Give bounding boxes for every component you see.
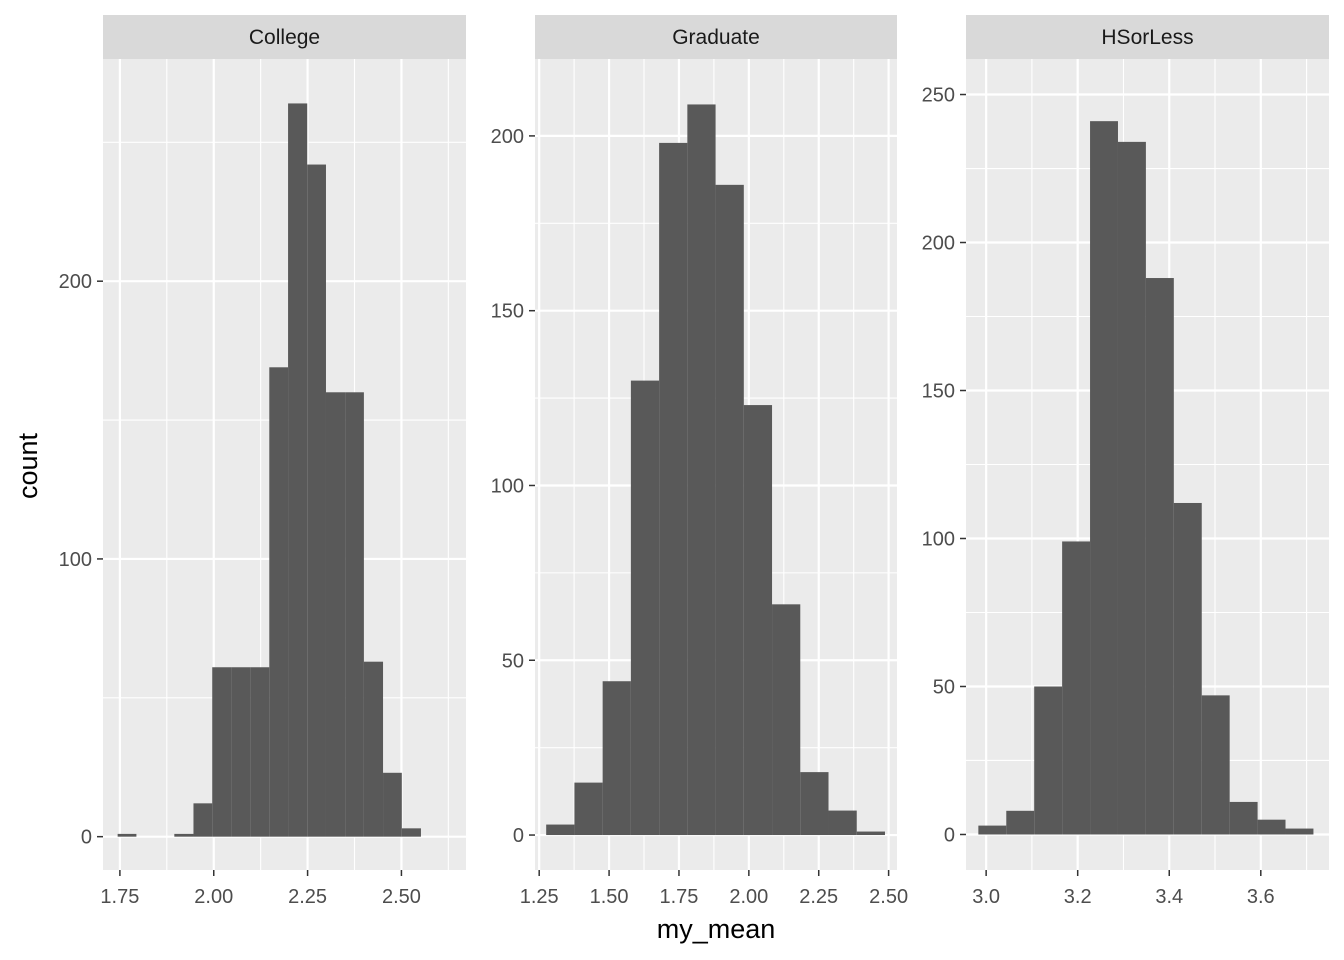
histogram-bar bbox=[546, 824, 575, 836]
histogram-bar bbox=[1006, 810, 1035, 835]
x-tick-label: 3.2 bbox=[1064, 886, 1092, 908]
histogram-bar bbox=[1173, 502, 1202, 835]
y-tick-label: 100 bbox=[922, 528, 955, 550]
histogram-bar bbox=[1117, 141, 1146, 835]
histogram-bar bbox=[687, 104, 716, 836]
y-tick-label: 150 bbox=[491, 301, 524, 323]
x-tick-label: 2.25 bbox=[799, 886, 838, 908]
histogram-bar bbox=[174, 833, 194, 837]
histogram-bar bbox=[715, 184, 744, 836]
facet-strip bbox=[103, 15, 466, 59]
histogram-bar bbox=[345, 392, 364, 837]
histogram-bar bbox=[325, 392, 346, 837]
histogram-bar bbox=[383, 772, 402, 837]
y-tick-label: 100 bbox=[491, 475, 524, 497]
histogram-bar bbox=[1201, 695, 1230, 835]
facet-strip-label: College bbox=[249, 26, 320, 49]
x-tick-label: 2.50 bbox=[382, 886, 421, 908]
y-tick-label: 150 bbox=[922, 381, 955, 403]
x-tick-label: 3.4 bbox=[1155, 886, 1183, 908]
y-tick-label: 200 bbox=[922, 233, 955, 255]
histogram-bar bbox=[659, 142, 688, 836]
y-tick-label: 200 bbox=[59, 271, 92, 293]
y-tick-label: 50 bbox=[502, 650, 524, 672]
y-tick-label: 250 bbox=[922, 85, 955, 107]
histogram-bar bbox=[117, 833, 137, 837]
histogram-bar bbox=[250, 667, 270, 837]
histogram-bar bbox=[288, 103, 308, 837]
histogram-bar bbox=[269, 367, 289, 837]
histogram-bar bbox=[401, 828, 421, 837]
histogram-bar bbox=[1034, 686, 1063, 835]
y-tick-label: 0 bbox=[81, 827, 92, 849]
facet-college: College 1.75 2.00 2.25 2.50 0 100 200 bbox=[59, 15, 466, 908]
y-tick-label: 200 bbox=[491, 126, 524, 148]
x-tick-label: 1.25 bbox=[520, 886, 559, 908]
x-tick-label: 1.75 bbox=[659, 886, 698, 908]
histogram-bar bbox=[307, 164, 326, 837]
histogram-bar bbox=[743, 405, 773, 836]
facet-hsorless: HSorLess 3.0 3.2 3.4 3.6 0 50 100 150 200 250 bbox=[922, 15, 1329, 908]
histogram-bar bbox=[574, 782, 603, 836]
facet-strip-label: HSorLess bbox=[1101, 26, 1193, 49]
histogram-bars bbox=[978, 121, 1314, 835]
facet-panels: College 1.75 2.00 2.25 2.50 0 100 200 Graduate 1.… bbox=[59, 15, 1329, 908]
histogram-bars bbox=[117, 103, 421, 837]
histogram-bar bbox=[212, 667, 232, 837]
x-tick-label: 2.25 bbox=[288, 886, 327, 908]
histogram-bar bbox=[856, 831, 885, 836]
y-tick-label: 0 bbox=[944, 824, 955, 846]
x-tick-label: 1.75 bbox=[100, 886, 139, 908]
histogram-bar bbox=[602, 681, 631, 836]
x-tick-label: 2.00 bbox=[729, 886, 768, 908]
x-tick-label: 3.0 bbox=[972, 886, 1000, 908]
facet-strip bbox=[535, 15, 897, 59]
histogram-bar bbox=[363, 661, 384, 837]
y-tick-label: 50 bbox=[933, 676, 955, 698]
x-tick-label: 2.00 bbox=[194, 886, 233, 908]
x-axis-title: my_mean bbox=[657, 914, 776, 944]
histogram-bar bbox=[193, 803, 213, 837]
x-tick-label: 2.50 bbox=[869, 886, 908, 908]
histogram-bar bbox=[1285, 828, 1314, 835]
x-tick-label: 3.6 bbox=[1247, 886, 1275, 908]
y-tick-label: 100 bbox=[59, 549, 92, 571]
histogram-bar bbox=[1062, 541, 1091, 835]
histogram-bar bbox=[800, 772, 829, 836]
facet-strip bbox=[966, 15, 1329, 59]
facet-strip-label: Graduate bbox=[672, 26, 760, 49]
histogram-bar bbox=[1257, 819, 1286, 835]
x-tick-label: 1.50 bbox=[590, 886, 629, 908]
facet-graduate: Graduate 1.25 1.50 1.75 2.00 2.25 2.50 0 50 100 15… bbox=[491, 15, 908, 908]
histogram-bar bbox=[1145, 278, 1174, 835]
histogram-bar bbox=[828, 810, 857, 836]
histogram-bar bbox=[772, 604, 801, 836]
histogram-bar bbox=[231, 667, 251, 837]
y-tick-label: 0 bbox=[513, 825, 524, 847]
y-axis-title: count bbox=[13, 432, 43, 499]
histogram-bar bbox=[630, 380, 660, 836]
histogram-bar bbox=[1090, 121, 1118, 835]
histogram-bar bbox=[978, 825, 1007, 835]
histogram-bars bbox=[546, 104, 885, 836]
histogram-bar bbox=[1229, 801, 1258, 835]
